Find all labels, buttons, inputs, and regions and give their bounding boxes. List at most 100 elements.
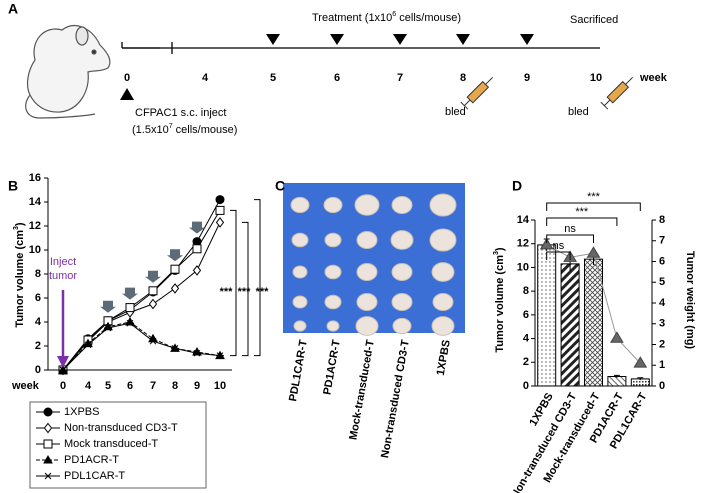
treatment-label: Treatment (1x106 cells/mouse): [312, 11, 461, 24]
marker: [43, 407, 53, 417]
y-axis-title-part: 3: [493, 251, 500, 255]
week-label: 10: [590, 72, 602, 84]
y-tick-label: 14: [29, 196, 42, 208]
weight-marker: [586, 246, 601, 258]
y-tick-label: 2: [523, 356, 529, 368]
y-tick-label: 12: [517, 238, 529, 250]
tumor: [324, 232, 342, 248]
marker: [216, 352, 224, 359]
tumor: [290, 196, 310, 214]
tumor: [291, 232, 309, 248]
treatment-label-part: cells/mouse): [396, 12, 461, 24]
tumor: [292, 265, 308, 279]
panel-label: B: [8, 178, 18, 194]
y2-tick-label: 7: [659, 235, 665, 247]
y-axis-title-part: ): [494, 247, 506, 251]
marker: [215, 217, 225, 228]
x-tick-label: 6: [127, 380, 133, 392]
treatment-label-part: 6: [392, 11, 396, 18]
treatment-arrow: [189, 221, 205, 234]
treatment-arrow: [122, 287, 138, 300]
tumor: [391, 293, 413, 311]
group-label: PD1ACR-T: [321, 339, 343, 396]
y-axis-title-part: Tumor volume (cm: [494, 255, 506, 353]
x-tick-label: 0: [60, 380, 66, 392]
bled-label: bled: [445, 106, 466, 118]
treatment-arrow: [393, 34, 407, 45]
treatment-arrow: [266, 34, 280, 45]
significance-label: ***: [575, 206, 589, 218]
y-tick-label: 6: [523, 309, 529, 321]
inject-arrow: [120, 88, 134, 100]
y2-tick-label: 5: [659, 276, 665, 288]
marker: [215, 195, 225, 205]
y2-tick-label: 6: [659, 255, 665, 267]
series-line: [62, 321, 221, 371]
error-bar: [613, 374, 620, 378]
tumor: [355, 316, 379, 336]
group-label: 1XPBS: [435, 339, 453, 377]
legend-label: PDL1CAR-T: [64, 470, 125, 482]
marker: [149, 337, 157, 345]
bar: [607, 376, 627, 387]
tumor: [356, 231, 378, 249]
group-label: PDL1CAR-T: [287, 339, 310, 403]
significance-label: ns: [553, 240, 565, 252]
marker: [170, 283, 180, 294]
tumor: [356, 263, 378, 281]
sacrificed-label: Sacrificed: [570, 14, 618, 26]
bled-label: bled: [568, 106, 589, 118]
week-label: 5: [270, 72, 276, 84]
y-axis-title: Tumor volume (cm3): [13, 222, 26, 328]
week-label: 7: [397, 72, 403, 84]
significance-label: ***: [238, 286, 252, 298]
marker: [125, 303, 135, 313]
tumor: [354, 194, 380, 216]
significance-bracket: [546, 217, 618, 226]
week-unit: week: [639, 72, 668, 84]
y-tick-label: 4: [35, 316, 42, 328]
x-axis-title: week: [11, 380, 40, 392]
timeline: [121, 42, 600, 54]
panel-label: D: [512, 178, 522, 194]
marker: [43, 422, 53, 434]
legend-box: [29, 401, 207, 489]
significance-bracket: [230, 209, 237, 357]
marker: [192, 244, 202, 254]
tumor: [390, 230, 414, 250]
y-tick-label: 8: [523, 285, 529, 297]
marker: [84, 341, 92, 349]
y-tick-label: 6: [35, 292, 41, 304]
y-tick-label: 8: [35, 268, 41, 280]
marker: [44, 472, 52, 480]
marker: [104, 324, 112, 332]
tumor: [323, 196, 343, 214]
weight-marker: [633, 356, 648, 368]
marker: [43, 439, 53, 449]
inject-dose-part: cells/mouse): [173, 124, 238, 136]
marker: [170, 264, 180, 274]
treatment-arrow: [145, 270, 161, 283]
week-label: 8: [460, 72, 466, 84]
tumor: [391, 263, 413, 281]
group-label: Non-transduced CD3-T: [379, 339, 412, 459]
inject-arrowhead: [57, 356, 69, 368]
significance-bracket: [242, 221, 249, 357]
weight-marker: [539, 237, 554, 250]
weight-marker: [610, 331, 624, 343]
x-tick-label: 7: [150, 380, 156, 392]
x-tick-label: 5: [105, 380, 111, 392]
error-bar: [637, 377, 644, 381]
significance-bracket: [254, 199, 261, 357]
y-tick-label: 10: [517, 261, 529, 273]
marker: [148, 298, 158, 310]
marker: [43, 454, 53, 464]
series-line: [62, 322, 221, 371]
syringe: [600, 77, 633, 110]
bar: [560, 263, 580, 387]
legend-label: 1XPBS: [64, 406, 99, 418]
y2-tick-label: 3: [659, 318, 665, 330]
y-tick-label: 4: [523, 332, 530, 344]
tumor: [324, 264, 342, 280]
